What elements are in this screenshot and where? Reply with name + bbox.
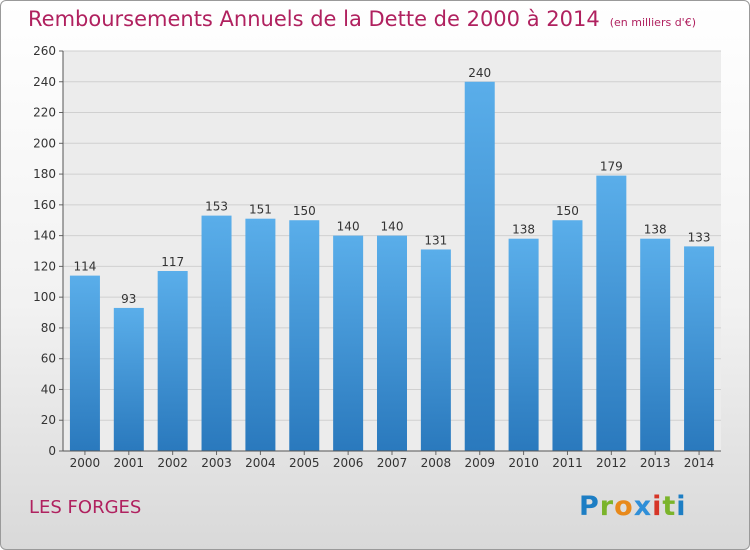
x-tick-label: 2013 (640, 456, 671, 470)
commune-name: LES FORGES (29, 497, 142, 518)
bar-2005 (289, 220, 320, 451)
bar-2002 (157, 271, 188, 451)
value-label: 140 (337, 220, 360, 234)
bar-2007 (377, 235, 407, 451)
bar-2010 (508, 238, 539, 451)
x-tick-label: 2006 (333, 456, 364, 470)
x-tick-label: 2012 (596, 456, 627, 470)
proxiti-logo[interactable]: Proxiti (579, 491, 687, 522)
x-tick-label: 2002 (157, 456, 188, 470)
value-label: 131 (424, 233, 447, 247)
value-label: 240 (468, 66, 491, 80)
value-label: 151 (249, 203, 272, 217)
y-tick-label: 60 (41, 352, 56, 366)
y-tick-label: 20 (41, 413, 56, 427)
x-tick-label: 2009 (464, 456, 495, 470)
bar-2001 (113, 307, 144, 451)
bar-2008 (420, 249, 451, 451)
y-tick-label: 40 (41, 382, 56, 396)
x-tick-label: 2005 (289, 456, 320, 470)
x-tick-label: 2008 (421, 456, 452, 470)
value-label: 153 (205, 200, 228, 214)
bar-2004 (245, 218, 276, 451)
y-tick-label: 0 (48, 444, 56, 458)
y-tick-label: 260 (33, 44, 56, 58)
y-tick-label: 100 (33, 290, 56, 304)
x-tick-label: 2004 (245, 456, 276, 470)
value-label: 138 (644, 223, 667, 237)
bar-2012 (596, 175, 627, 451)
bar-2014 (684, 246, 715, 451)
bar-2006 (333, 235, 364, 451)
value-label: 150 (556, 204, 579, 218)
chart-title-text: Remboursements Annuels de la Dette de 20… (28, 7, 600, 31)
chart-title: Remboursements Annuels de la Dette de 20… (28, 7, 696, 31)
value-label: 150 (293, 204, 316, 218)
value-label: 117 (161, 255, 184, 269)
value-label: 93 (121, 292, 136, 306)
y-tick-label: 160 (33, 198, 56, 212)
y-tick-label: 80 (41, 321, 56, 335)
bar-2003 (201, 215, 232, 451)
x-tick-label: 2001 (114, 456, 145, 470)
bar-2009 (464, 81, 495, 452)
value-label: 138 (512, 223, 535, 237)
x-tick-label: 2011 (552, 456, 583, 470)
x-tick-label: 2010 (508, 456, 539, 470)
x-tick-label: 2003 (201, 456, 232, 470)
x-tick-label: 2007 (377, 456, 408, 470)
y-tick-label: 120 (33, 259, 56, 273)
bar-2013 (640, 238, 671, 451)
chart-subtitle: (en milliers d'€) (609, 16, 696, 29)
value-label: 179 (600, 160, 623, 174)
x-tick-label: 2000 (70, 456, 101, 470)
y-tick-label: 220 (33, 106, 56, 120)
y-tick-label: 200 (33, 136, 56, 150)
y-tick-label: 140 (33, 229, 56, 243)
bar-2000 (69, 275, 100, 451)
y-tick-label: 180 (33, 167, 56, 181)
value-label: 140 (381, 220, 404, 234)
x-tick-label: 2014 (684, 456, 715, 470)
value-label: 114 (73, 260, 96, 274)
y-tick-label: 240 (33, 75, 56, 89)
bar-2011 (552, 220, 583, 451)
value-label: 133 (688, 230, 711, 244)
